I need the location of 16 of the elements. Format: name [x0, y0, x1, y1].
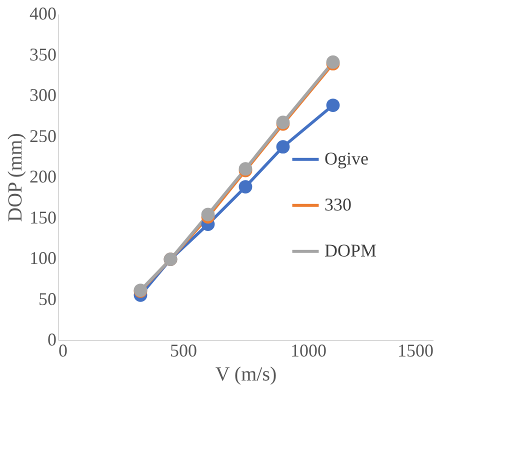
y-tick-label: 250 [30, 126, 56, 146]
y-tick-label: 200 [30, 166, 56, 186]
y-tick-label: 100 [30, 248, 56, 268]
legend-label: 330 [324, 194, 352, 214]
x-axis-title: V (m/s) [215, 364, 277, 386]
x-tick-label: 1000 [290, 340, 326, 360]
legend-label: Ogive [324, 148, 368, 168]
y-tick-label: 350 [30, 44, 56, 64]
y-tick-label: 50 [38, 288, 56, 309]
y-axis-title: DOP (mm) [4, 133, 26, 222]
x-tick-label: 500 [170, 340, 197, 360]
legend-label: DOPM [324, 240, 377, 260]
y-tick-label: 150 [30, 207, 56, 228]
x-tick-label: 1500 [398, 340, 434, 360]
y-tick-label: 400 [30, 4, 56, 24]
y-tick-label: 300 [30, 85, 56, 105]
